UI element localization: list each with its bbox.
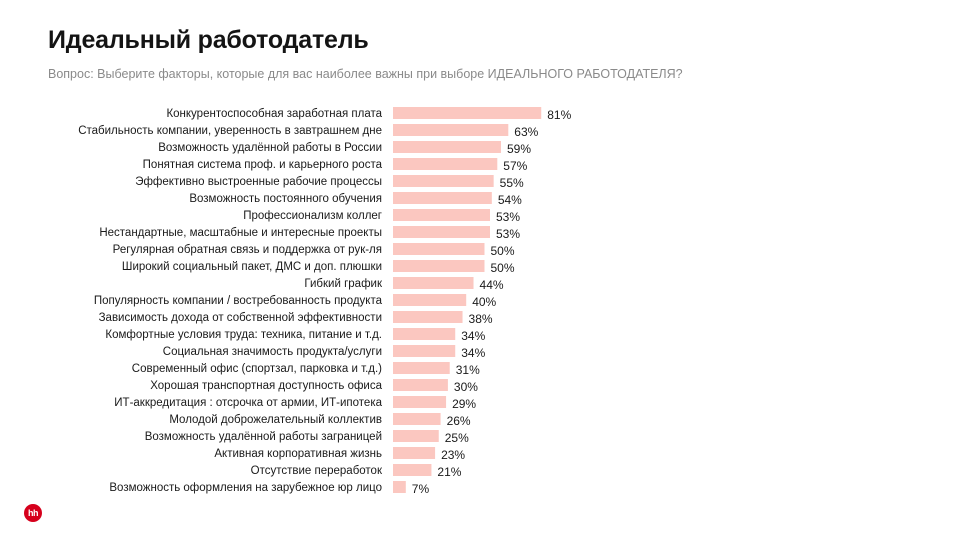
- category-label: ИТ-аккредитация : отсрочка от армии, ИТ-…: [114, 397, 382, 409]
- value-label: 59%: [507, 142, 531, 156]
- category-label: Стабильность компании, уверенность в зав…: [78, 125, 382, 137]
- bar: [393, 328, 456, 340]
- category-label: Гибкий график: [304, 278, 383, 290]
- category-label: Профессионализм коллег: [243, 210, 382, 222]
- category-label: Социальная значимость продукта/услуги: [163, 346, 382, 358]
- bar: [393, 260, 485, 272]
- bar: [393, 430, 439, 442]
- category-label: Современный офис (спортзал, парковка и т…: [132, 363, 382, 375]
- category-label: Зависимость дохода от собственной эффект…: [99, 312, 382, 324]
- value-label: 25%: [445, 431, 469, 445]
- value-label: 40%: [472, 295, 496, 309]
- value-label: 7%: [412, 482, 430, 496]
- bar: [393, 413, 441, 425]
- bar: [393, 107, 542, 119]
- value-label: 50%: [491, 244, 515, 258]
- value-label: 23%: [441, 448, 465, 462]
- bar: [393, 175, 494, 187]
- bar: [393, 379, 448, 391]
- category-label: Популярность компании / востребованность…: [94, 295, 383, 307]
- category-label: Регулярная обратная связь и поддержка от…: [113, 244, 382, 256]
- category-label: Комфортные условия труда: техника, питан…: [105, 329, 382, 341]
- bar: [393, 294, 467, 306]
- page-title: Идеальный работодатель: [48, 26, 369, 54]
- value-label: 44%: [480, 278, 504, 292]
- category-label: Возможность оформления на зарубежное юр …: [109, 482, 382, 494]
- category-label: Возможность удалённой работы в России: [158, 142, 382, 154]
- bar: [393, 226, 490, 238]
- value-label: 53%: [496, 210, 520, 224]
- value-label: 50%: [491, 261, 515, 275]
- bar: [393, 345, 456, 357]
- category-label: Молодой доброжелательный коллектив: [169, 414, 382, 426]
- category-label: Возможность удалённой работы заграницей: [145, 431, 382, 443]
- hh-logo: hh: [24, 504, 42, 522]
- bar: [393, 209, 490, 221]
- category-label: Понятная система проф. и карьерного рост…: [143, 159, 383, 171]
- bar: [393, 124, 509, 136]
- value-label: 31%: [456, 363, 480, 377]
- bar: [393, 277, 474, 289]
- value-label: 55%: [500, 176, 524, 190]
- category-label: Нестандартные, масштабные и интересные п…: [99, 227, 382, 239]
- bar: [393, 243, 485, 255]
- category-label: Активная корпоративная жизнь: [214, 448, 382, 460]
- value-label: 63%: [514, 125, 538, 139]
- bar: [393, 192, 492, 204]
- value-label: 57%: [503, 159, 527, 173]
- hh-logo-text: hh: [28, 508, 39, 518]
- value-label: 38%: [469, 312, 493, 326]
- value-label: 53%: [496, 227, 520, 241]
- category-label: Эффективно выстроенные рабочие процессы: [135, 176, 382, 188]
- category-label: Широкий социальный пакет, ДМС и доп. плю…: [122, 261, 382, 273]
- value-label: 26%: [447, 414, 471, 428]
- bar: [393, 464, 432, 476]
- category-label: Возможность постоянного обучения: [189, 193, 382, 205]
- category-label: Отсутствие переработок: [251, 465, 383, 477]
- category-label: Конкурентоспособная заработная плата: [166, 108, 382, 120]
- value-label: 34%: [461, 329, 485, 343]
- value-label: 29%: [452, 397, 476, 411]
- value-label: 34%: [461, 346, 485, 360]
- bar: [393, 158, 498, 170]
- bar: [393, 481, 406, 493]
- bar: [393, 141, 501, 153]
- page-subtitle: Вопрос: Выберите факторы, которые для ва…: [48, 67, 683, 81]
- value-label: 81%: [547, 108, 571, 122]
- value-label: 54%: [498, 193, 522, 207]
- category-label: Хорошая транспортная доступность офиса: [150, 380, 382, 392]
- bar: [393, 447, 436, 459]
- value-label: 21%: [437, 465, 461, 479]
- bar: [393, 362, 450, 374]
- value-label: 30%: [454, 380, 478, 394]
- bar: [393, 311, 463, 323]
- bar: [393, 396, 447, 408]
